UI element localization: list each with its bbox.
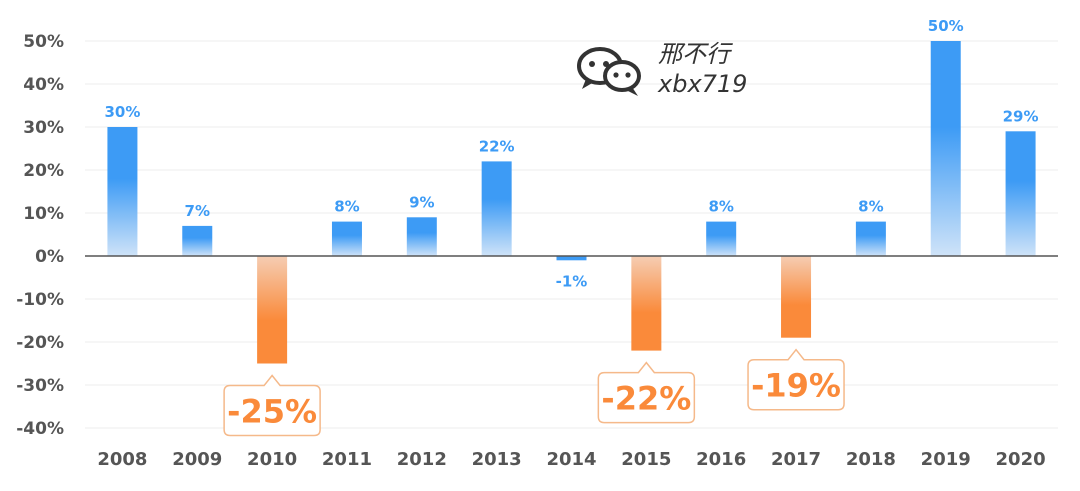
wechat-icon	[577, 47, 641, 96]
bar-2013	[481, 161, 512, 256]
x-tick-label: 2011	[322, 449, 372, 470]
bar-2016	[706, 221, 737, 256]
callout-2010: -25%	[223, 374, 321, 437]
y-tick-label: 0%	[35, 247, 64, 267]
y-tick-label: -20%	[16, 333, 64, 353]
x-tick-label: 2009	[172, 449, 222, 470]
bar-2017	[781, 256, 812, 338]
bar-2011	[331, 221, 362, 256]
bar-2018	[855, 221, 886, 256]
bar-2008	[107, 127, 138, 256]
x-tick-label: 2020	[996, 449, 1046, 470]
bar-2009	[182, 225, 213, 256]
bar-2010	[257, 256, 288, 364]
bar-2015	[631, 256, 662, 351]
bar-2020	[1005, 131, 1036, 256]
x-tick-label: 2014	[546, 449, 596, 470]
watermark: 邢不行 xbx719	[577, 40, 747, 98]
callout-box	[597, 361, 696, 424]
x-tick-label: 2017	[771, 449, 821, 470]
data-label: -19%	[751, 367, 841, 405]
data-label: -25%	[227, 393, 317, 431]
watermark-line2: xbx719	[657, 70, 747, 98]
callout-box	[747, 348, 845, 411]
y-tick-label: -10%	[16, 290, 64, 310]
callout-2017: -19%	[747, 348, 845, 411]
data-label: 8%	[708, 198, 733, 216]
x-tick-label: 2016	[696, 449, 746, 470]
data-label: -22%	[601, 380, 691, 418]
x-tick-label: 2013	[472, 449, 522, 470]
bars	[107, 41, 1036, 364]
y-tick-label: -40%	[16, 419, 64, 439]
y-tick-label: 30%	[23, 118, 64, 138]
x-tick-label: 2010	[247, 449, 297, 470]
x-tick-label: 2018	[846, 449, 896, 470]
x-tick-label: 2015	[621, 449, 671, 470]
data-label: 30%	[104, 103, 140, 121]
y-tick-label: -30%	[16, 376, 64, 396]
data-label: 8%	[858, 198, 883, 216]
watermark-line1: 邢不行	[658, 40, 733, 68]
x-tick-label: 2019	[921, 449, 971, 470]
data-labels: 30% 7% -25% 8% 9% 22% -1% -22% 8% -19% 8% 50% 29%	[104, 17, 1039, 437]
bar-2012	[406, 217, 437, 256]
y-tick-label: 50%	[23, 32, 64, 52]
data-label: 50%	[928, 17, 964, 35]
callout-box	[223, 374, 321, 437]
axes: 50% 40% 30% 20% 10% 0% -10% -20% -30% -40% 2008 200…	[16, 32, 1058, 470]
data-label: -1%	[556, 272, 588, 290]
data-label: 7%	[185, 202, 210, 220]
data-label: 8%	[334, 198, 359, 216]
callout-2015: -22%	[597, 361, 696, 424]
bar-2014	[556, 256, 587, 261]
y-tick-label: 20%	[23, 161, 64, 181]
data-label: 9%	[409, 193, 434, 211]
data-label: 22%	[479, 137, 515, 155]
x-tick-label: 2012	[397, 449, 447, 470]
data-label: 29%	[1003, 107, 1039, 125]
gridlines	[85, 40, 1058, 429]
bar-2019	[930, 41, 961, 256]
x-tick-label: 2008	[97, 449, 147, 470]
y-tick-label: 40%	[23, 75, 64, 95]
y-tick-label: 10%	[23, 204, 64, 224]
